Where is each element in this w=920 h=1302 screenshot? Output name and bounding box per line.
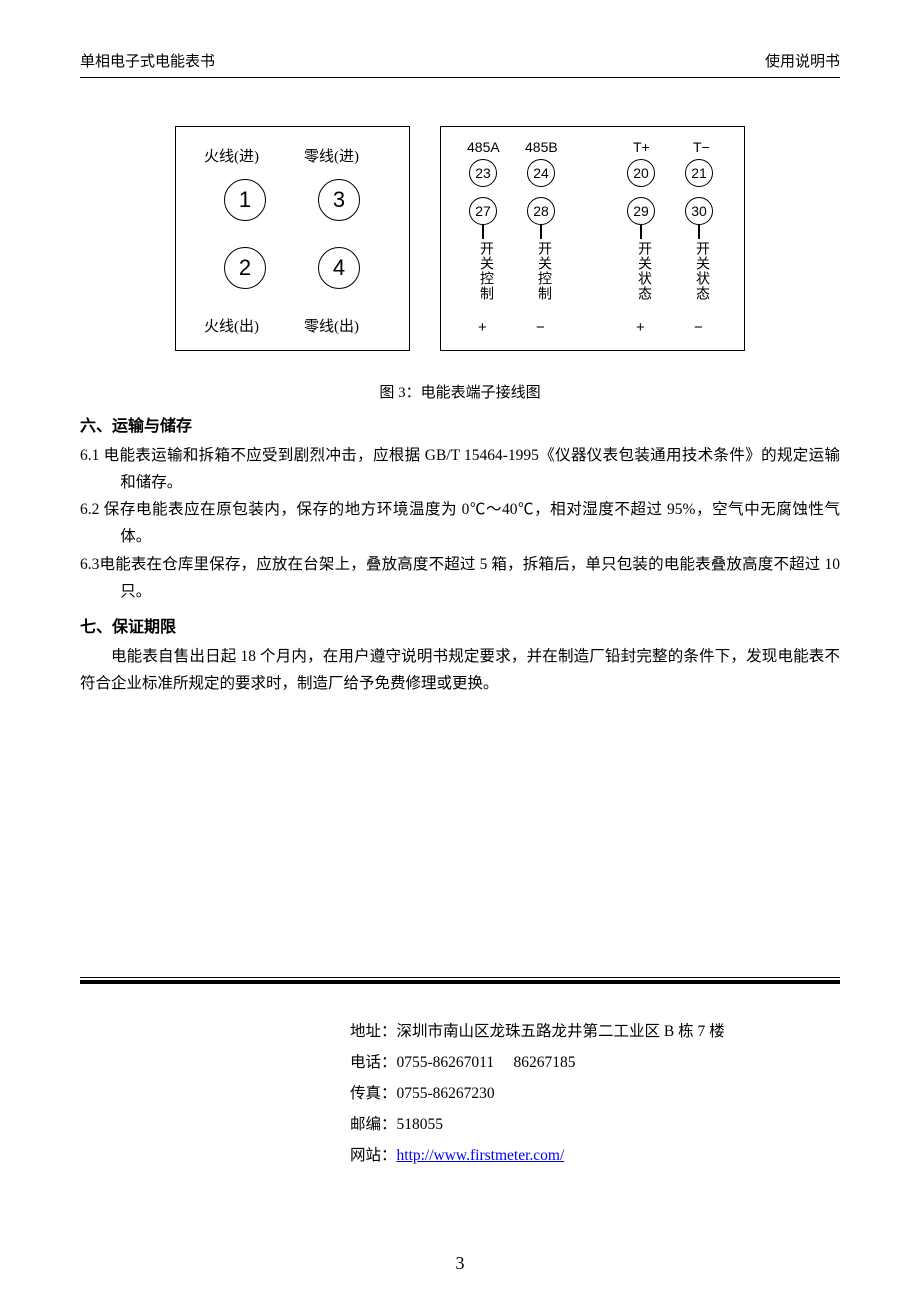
footer-rule: [80, 977, 840, 984]
terminal-23: 23: [469, 159, 497, 187]
col-label-1: 开关控制: [475, 241, 495, 301]
terminal-4: 4: [318, 247, 360, 289]
col-sign-2: −: [536, 319, 545, 336]
label-t-plus: T+: [633, 139, 650, 155]
page-header: 单相电子式电能表书 使用说明书: [80, 50, 840, 78]
col-sign-3: +: [636, 319, 645, 336]
header-left: 单相电子式电能表书: [80, 50, 215, 71]
label-485a: 485A: [467, 139, 500, 155]
contact-zip: 邮编：518055: [350, 1109, 840, 1140]
wiring-diagrams: 火线(进) 零线(进) 1 3 2 4 火线(出) 零线(出) 485A 485…: [80, 126, 840, 351]
header-right: 使用说明书: [765, 50, 840, 71]
terminal-2: 2: [224, 247, 266, 289]
conn-line-3: [640, 225, 642, 239]
conn-line-2: [540, 225, 542, 239]
terminal-3: 3: [318, 179, 360, 221]
terminal-27: 27: [469, 197, 497, 225]
page-number: 3: [0, 1253, 920, 1274]
diagram-right: 485A 485B T+ T− 23 24 20 21 27 28 29 30 …: [440, 126, 745, 351]
conn-line-1: [482, 225, 484, 239]
terminal-29: 29: [627, 197, 655, 225]
item-6-3: 6.3电能表在仓库里保存，应放在台架上，叠放高度不超过 5 箱，拆箱后，单只包装…: [80, 551, 840, 605]
col-sign-4: −: [694, 319, 703, 336]
contact-address: 地址：深圳市南山区龙珠五路龙井第二工业区 B 栋 7 楼: [350, 1016, 840, 1047]
figure-caption: 图 3：电能表端子接线图: [80, 381, 840, 402]
contact-block: 地址：深圳市南山区龙珠五路龙井第二工业区 B 栋 7 楼 电话：0755-862…: [350, 1016, 840, 1171]
label-485b: 485B: [525, 139, 558, 155]
col-label-2: 开关控制: [533, 241, 553, 301]
contact-fax: 传真：0755-86267230: [350, 1078, 840, 1109]
label-fire-in: 火线(进): [204, 145, 259, 166]
col-sign-1: +: [478, 319, 487, 336]
label-fire-out: 火线(出): [204, 315, 259, 336]
section-6-title: 六、运输与储存: [80, 412, 840, 436]
section-7-para: 电能表自售出日起 18 个月内，在用户遵守说明书规定要求，并在制造厂铅封完整的条…: [80, 643, 840, 697]
terminal-20: 20: [627, 159, 655, 187]
terminal-30: 30: [685, 197, 713, 225]
contact-tel: 电话：0755-86267011 86267185: [350, 1047, 840, 1078]
conn-line-4: [698, 225, 700, 239]
col-label-4: 开关状态: [691, 241, 711, 301]
label-t-minus: T−: [693, 139, 710, 155]
label-neutral-in: 零线(进): [304, 145, 359, 166]
terminal-28: 28: [527, 197, 555, 225]
terminal-21: 21: [685, 159, 713, 187]
terminal-1: 1: [224, 179, 266, 221]
diagram-left: 火线(进) 零线(进) 1 3 2 4 火线(出) 零线(出): [175, 126, 410, 351]
col-label-3: 开关状态: [633, 241, 653, 301]
label-neutral-out: 零线(出): [304, 315, 359, 336]
section-7-title: 七、保证期限: [80, 613, 840, 637]
terminal-24: 24: [527, 159, 555, 187]
website-link[interactable]: http://www.firstmeter.com/: [397, 1147, 565, 1164]
item-6-2: 6.2 保存电能表应在原包装内，保存的地方环境温度为 0℃～40℃，相对湿度不超…: [80, 496, 840, 550]
item-6-1: 6.1 电能表运输和拆箱不应受到剧烈冲击，应根据 GB/T 15464-1995…: [80, 442, 840, 496]
contact-web: 网站：http://www.firstmeter.com/: [350, 1140, 840, 1171]
